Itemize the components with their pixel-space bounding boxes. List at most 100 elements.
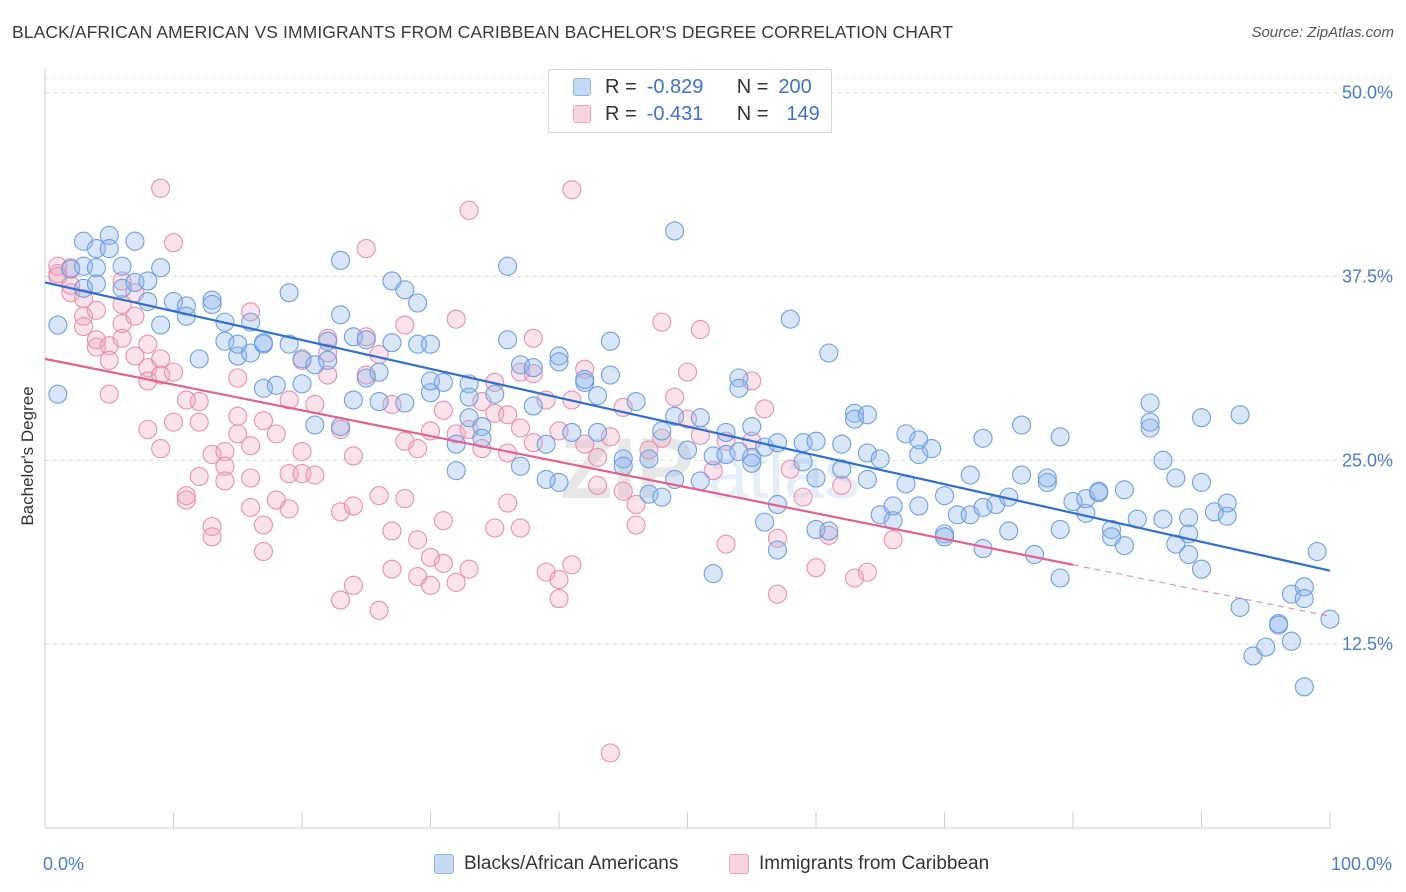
point-caribbean [241, 302, 261, 322]
point-caribbean [433, 553, 453, 573]
point-caribbean [330, 590, 351, 610]
bottom-legend-black: Blacks/African Americans [434, 851, 678, 877]
point-caribbean [74, 289, 94, 309]
point-black [665, 406, 685, 426]
point-black [420, 334, 441, 354]
point-black [1269, 615, 1289, 635]
point-caribbean [228, 406, 248, 426]
bottom-legend-label-black: Blacks/African Americans [464, 853, 679, 874]
point-caribbean [703, 461, 723, 481]
trend-lines [44, 281, 1331, 617]
point-black [1179, 544, 1199, 565]
point-black [305, 355, 325, 375]
point-caribbean [498, 405, 518, 425]
point-caribbean [549, 569, 569, 590]
point-caribbean [459, 200, 479, 220]
point-black [318, 350, 338, 370]
point-black [639, 449, 659, 469]
point-black [266, 375, 286, 395]
point-black [395, 393, 415, 413]
point-caribbean [549, 589, 569, 609]
point-caribbean [253, 541, 274, 562]
point-caribbean [395, 315, 415, 335]
point-caribbean [356, 239, 376, 259]
point-caribbean [369, 486, 389, 506]
point-black [600, 331, 620, 351]
point-black [832, 434, 852, 454]
point-black [1050, 427, 1070, 447]
legend-r-label: R = [605, 102, 637, 125]
point-black [1153, 509, 1173, 529]
point-caribbean [241, 497, 261, 517]
point-black [292, 374, 312, 394]
point-caribbean [677, 362, 698, 382]
point-caribbean [420, 575, 441, 595]
legend-r-value: -0.829 [646, 75, 704, 98]
point-black [844, 409, 865, 429]
point-black [1294, 677, 1314, 697]
point-black [189, 349, 209, 369]
point-caribbean [793, 487, 813, 507]
point-black [305, 415, 325, 435]
point-caribbean [446, 309, 466, 329]
point-caribbean [253, 515, 274, 535]
point-black [1217, 493, 1237, 513]
point-black [806, 468, 826, 488]
point-black [690, 408, 710, 428]
point-black [1140, 418, 1160, 438]
point-caribbean [163, 362, 184, 382]
point-black [1140, 393, 1160, 413]
point-caribbean [446, 572, 466, 592]
x-tick-label-max: 100.0% [1331, 854, 1392, 874]
point-black [1179, 508, 1199, 528]
point-black [613, 449, 633, 469]
point-black [330, 250, 351, 270]
legend-n-value: 149 [786, 102, 820, 125]
series-black-points [48, 221, 1340, 697]
point-caribbean [189, 391, 209, 412]
point-caribbean [652, 428, 672, 448]
point-caribbean [562, 180, 582, 200]
point-caribbean [176, 490, 196, 510]
point-black [600, 365, 620, 385]
point-black [523, 396, 543, 416]
point-caribbean [241, 468, 261, 488]
point-caribbean [575, 434, 595, 454]
point-black [652, 487, 672, 507]
point-black [587, 422, 608, 442]
point-black [1012, 415, 1032, 435]
point-black [742, 453, 762, 473]
point-black [446, 461, 466, 481]
y-tick-label: 37.5% [1342, 267, 1393, 287]
point-black [549, 352, 569, 372]
point-caribbean [510, 518, 531, 538]
point-black [1050, 519, 1070, 540]
point-black [819, 343, 839, 363]
point-caribbean [626, 515, 646, 535]
point-caribbean [279, 390, 299, 410]
point-black [1281, 631, 1301, 651]
point-caribbean [279, 499, 299, 519]
point-black [909, 496, 929, 516]
legend-row-black: R = -0.829 N = 200 [573, 75, 812, 99]
point-black [922, 439, 942, 459]
point-caribbean [408, 530, 428, 550]
point-black [202, 294, 222, 315]
legend-swatch-black [573, 78, 591, 96]
point-caribbean [318, 365, 338, 385]
tick-labels: 12.5% 25.0% 37.5% 50.0% 0.0% 100.0% [43, 83, 1393, 874]
point-black [48, 315, 68, 335]
point-black [1114, 536, 1134, 556]
trend-line-black [44, 281, 1331, 572]
chart-title: BLACK/AFRICAN AMERICAN VS IMMIGRANTS FRO… [12, 22, 953, 42]
point-caribbean [343, 446, 363, 466]
point-caribbean [562, 555, 582, 575]
point-caribbean [652, 312, 672, 332]
point-black [369, 362, 389, 382]
point-caribbean [215, 471, 235, 491]
point-caribbean [575, 359, 595, 379]
point-black [523, 358, 543, 378]
point-caribbean [382, 521, 402, 541]
point-black [780, 309, 800, 329]
point-black [690, 471, 710, 491]
